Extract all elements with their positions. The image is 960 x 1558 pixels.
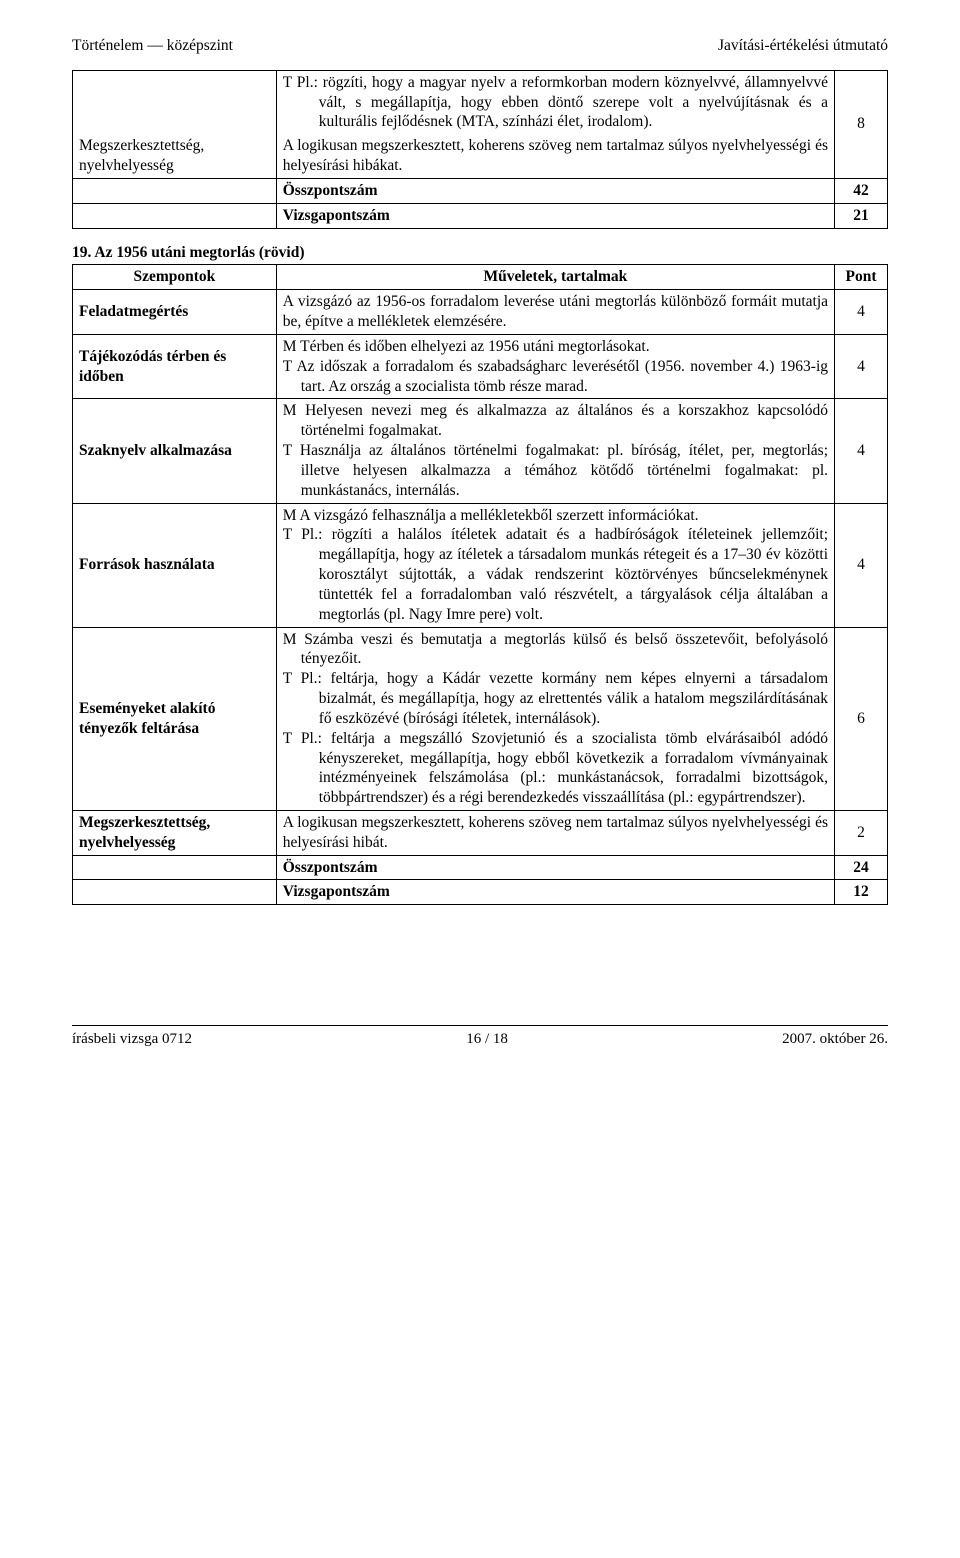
cell-exam-label: Vizsgapontszám: [276, 880, 834, 905]
cell-empty: [73, 203, 277, 228]
text-block: M Számba veszi és bemutatja a megtorlás …: [283, 630, 828, 670]
cell-empty: [73, 855, 277, 880]
table-row: Összpontszám 42: [73, 178, 888, 203]
cell-l: Feladatmegértés: [73, 290, 277, 335]
cell-empty: [73, 880, 277, 905]
table-row: Vizsgapontszám 12: [73, 880, 888, 905]
cell-toptext: T Pl.: rögzíti, hogy a magyar nyelv a re…: [276, 70, 834, 134]
cell-l: Tájékozódás térben és időben: [73, 334, 277, 398]
table-row: Vizsgapontszám 21: [73, 203, 888, 228]
header-left: Történelem — középszint: [72, 36, 233, 56]
cell-l: Források használata: [73, 503, 277, 627]
cell-head-r: Pont: [835, 265, 888, 290]
cell-exam-label: Vizsgapontszám: [276, 203, 834, 228]
table-row: Tájékozódás térben és időben M Térben és…: [73, 334, 888, 398]
text-block: T Pl.: rögzíti, hogy a magyar nyelv a re…: [283, 73, 828, 132]
header-right: Javítási-értékelési útmutató: [718, 36, 888, 56]
table-row: Összpontszám 24: [73, 855, 888, 880]
cell-left-label: Megszerkesztettség, nyelvhelyesség: [73, 70, 277, 178]
cell-sum-pts: 24: [835, 855, 888, 880]
text-block: M Helyesen nevezi meg és alkalmazza az á…: [283, 401, 828, 441]
text-block: T Pl.: feltárja a megszálló Szovjetunió …: [283, 729, 828, 808]
text-block: M A vizsgázó felhasználja a mellékletekb…: [283, 506, 828, 526]
table-row: Források használata M A vizsgázó felhasz…: [73, 503, 888, 627]
cell-p: 4: [835, 399, 888, 503]
cell-head-m: Műveletek, tartalmak: [276, 265, 834, 290]
section-heading: 19. Az 1956 utáni megtorlás (rövid): [72, 243, 888, 263]
cell-m: M Helyesen nevezi meg és alkalmazza az á…: [276, 399, 834, 503]
text-block: M Térben és időben elhelyezi az 1956 utá…: [283, 337, 828, 357]
table-row: Megszerkesztettség, nyelvhelyesség A log…: [73, 810, 888, 855]
footer-center: 16 / 18: [466, 1030, 508, 1049]
text-block: T Pl.: feltárja, hogy a Kádár vezette ko…: [283, 669, 828, 728]
cell-l: Szaknyelv alkalmazása: [73, 399, 277, 503]
cell-bottomtext: A logikusan megszerkesztett, koherens sz…: [276, 134, 834, 178]
cell-p: 6: [835, 627, 888, 810]
table-row: Eseményeket alakító tényezők feltárása M…: [73, 627, 888, 810]
table-row: Szaknyelv alkalmazása M Helyesen nevezi …: [73, 399, 888, 503]
cell-points: 8: [835, 70, 888, 178]
cell-p: 4: [835, 290, 888, 335]
cell-p: 2: [835, 810, 888, 855]
text-block: T Pl.: rögzíti a halálos ítéletek adatai…: [283, 525, 828, 624]
cell-p: 4: [835, 503, 888, 627]
page-header: Történelem — középszint Javítási-értékel…: [72, 36, 888, 56]
cell-sum-label: Összpontszám: [276, 178, 834, 203]
text-block: T Használja az általános történelmi foga…: [283, 441, 828, 500]
table-2: Szempontok Műveletek, tartalmak Pont Fel…: [72, 264, 888, 905]
table-row: Megszerkesztettség, nyelvhelyesség T Pl.…: [73, 70, 888, 134]
cell-l: Megszerkesztettség, nyelvhelyesség: [73, 810, 277, 855]
cell-exam-pts: 21: [835, 203, 888, 228]
cell-m: A vizsgázó az 1956-os forradalom leverés…: [276, 290, 834, 335]
cell-m: M Számba veszi és bemutatja a megtorlás …: [276, 627, 834, 810]
footer-right: 2007. október 26.: [782, 1030, 888, 1049]
cell-l: Eseményeket alakító tényezők feltárása: [73, 627, 277, 810]
cell-exam-pts: 12: [835, 880, 888, 905]
text-block: T Az időszak a forradalom és szabadságha…: [283, 357, 828, 397]
cell-m: M A vizsgázó felhasználja a mellékletekb…: [276, 503, 834, 627]
cell-empty: [73, 178, 277, 203]
cell-sum-label: Összpontszám: [276, 855, 834, 880]
cell-sum-pts: 42: [835, 178, 888, 203]
cell-m: M Térben és időben elhelyezi az 1956 utá…: [276, 334, 834, 398]
cell-m: A logikusan megszerkesztett, koherens sz…: [276, 810, 834, 855]
page-footer: írásbeli vizsga 0712 16 / 18 2007. októb…: [72, 1030, 888, 1049]
footer-left: írásbeli vizsga 0712: [72, 1030, 192, 1049]
table-row: Feladatmegértés A vizsgázó az 1956-os fo…: [73, 290, 888, 335]
table-row-header: Szempontok Műveletek, tartalmak Pont: [73, 265, 888, 290]
footer-divider: [72, 1025, 888, 1026]
table-1: Megszerkesztettség, nyelvhelyesség T Pl.…: [72, 70, 888, 229]
cell-p: 4: [835, 334, 888, 398]
cell-head-l: Szempontok: [73, 265, 277, 290]
